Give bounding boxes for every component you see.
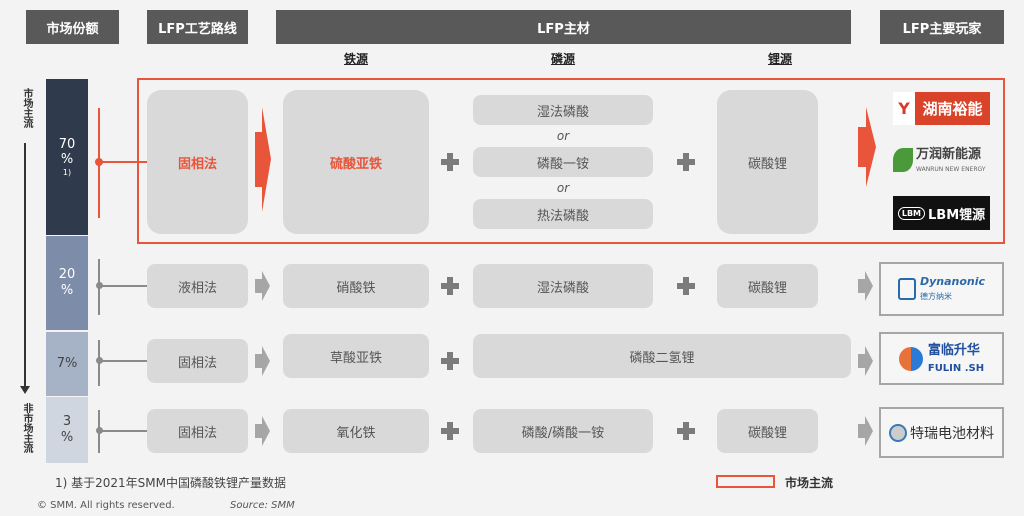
connector-dot <box>95 158 103 166</box>
dynanonic-icon <box>897 278 916 300</box>
fulin-icon <box>898 346 923 371</box>
logo-mark: LBM <box>897 206 925 220</box>
arrow-right-icon <box>858 346 873 376</box>
logo-text: 万润新能源 <box>916 147 982 163</box>
plus-icon <box>441 277 459 295</box>
header-process: LFP工艺路线 <box>147 10 248 44</box>
plus-icon <box>677 422 695 440</box>
plus-icon <box>677 153 695 171</box>
share-footnote-ref: 1) <box>62 167 72 177</box>
subheader-lithium: 锂源 <box>767 52 793 66</box>
leaf-icon <box>893 148 913 172</box>
phosphorus-option: 热法磷酸 <box>473 199 653 229</box>
logo-text: Dynanonic <box>919 275 986 289</box>
logo-subtext: 德方纳米 <box>919 292 952 302</box>
plus-icon <box>441 422 459 440</box>
header-market-share: 市场份额 <box>26 10 119 44</box>
plus-icon <box>677 277 695 295</box>
legend-swatch <box>716 475 775 488</box>
yuneng-icon: Y <box>893 92 915 125</box>
iron-source-card: 氧化铁 <box>283 409 429 453</box>
logo-dynanonic: Dynanonic 德方纳米 <box>879 262 1004 316</box>
arrow-right-icon <box>858 271 873 301</box>
process-card: 固相法 <box>147 409 248 453</box>
lithium-source-card: 碳酸锂 <box>717 409 818 453</box>
arrow-down-icon <box>20 386 30 394</box>
source: Source: SMM <box>230 500 295 511</box>
phosphorus-card: 磷酸/磷酸一铵 <box>473 409 653 453</box>
trend-arrow-line <box>24 143 26 388</box>
header-materials: LFP主材 <box>276 10 851 44</box>
terui-icon <box>889 423 907 442</box>
connector-dot <box>96 427 103 434</box>
process-card: 固相法 <box>147 90 248 234</box>
non-mainstream-label: 非市场主流 <box>21 403 32 453</box>
arrow-right-icon <box>255 107 271 212</box>
share-bar-70: 70 % 1) <box>46 79 88 235</box>
logo-subtext: FULIN .SH <box>927 362 985 374</box>
iron-source-card: 硝酸铁 <box>283 264 429 308</box>
connector-hline <box>99 285 147 287</box>
header-players: LFP主要玩家 <box>880 10 1004 44</box>
phosphorus-card: 湿法磷酸 <box>473 264 653 308</box>
arrow-right-icon <box>858 107 876 187</box>
process-card: 液相法 <box>147 264 248 308</box>
connector-dot <box>96 357 103 364</box>
iron-source-card: 硫酸亚铁 <box>283 90 429 234</box>
phosphorus-option: 湿法磷酸 <box>473 95 653 125</box>
lithium-source-card: 碳酸锂 <box>717 264 818 308</box>
plus-icon <box>441 153 459 171</box>
copyright: © SMM. All rights reserved. <box>37 500 175 511</box>
subheader-iron: 铁源 <box>343 52 369 66</box>
logo-wanrun: 万润新能源 WANRUN NEW ENERGY <box>893 141 993 179</box>
process-card: 固相法 <box>147 339 248 383</box>
share-bar-3: 3 % <box>46 397 88 463</box>
logo-fulin: 富临升华 FULIN .SH <box>879 332 1004 385</box>
arrow-right-icon <box>858 416 873 446</box>
logo-subtext: WANRUN NEW ENERGY <box>916 165 986 173</box>
connector-hline <box>99 360 147 362</box>
footnote: 1) 基于2021年SMM中国磷酸铁锂产量数据 <box>55 476 286 490</box>
arrow-right-icon <box>255 271 270 301</box>
logo-lbm: LBM LBM锂源 <box>893 196 990 230</box>
or-label: or <box>556 181 570 195</box>
logo-hunan-yuneng: Y 湖南裕能 <box>893 92 990 125</box>
logo-terui: 特瑞电池材料 <box>879 407 1004 458</box>
subheader-phosphorus: 磷源 <box>550 52 576 66</box>
share-value: 70 <box>58 136 76 152</box>
lithium-source-card: 碳酸锂 <box>717 90 818 234</box>
share-bar-7: 7% <box>46 332 88 396</box>
connector-hline <box>99 161 147 163</box>
arrow-right-icon <box>255 346 270 376</box>
mainstream-label: 市场主流 <box>21 88 32 128</box>
share-value: 20 <box>58 267 76 283</box>
connector-dot <box>96 282 103 289</box>
phosphorus-lithium-card: 磷酸二氢锂 <box>473 334 851 378</box>
legend-label: 市场主流 <box>785 476 834 490</box>
phosphorus-option: 磷酸一铵 <box>473 147 653 177</box>
iron-source-card: 草酸亚铁 <box>283 334 429 378</box>
logo-text: LBM锂源 <box>928 207 986 223</box>
share-value: 7% <box>56 356 78 372</box>
logo-text: 富临升华 <box>927 342 980 358</box>
plus-icon <box>441 352 459 370</box>
share-bar-20: 20 % <box>46 236 88 330</box>
share-unit: % <box>60 152 74 168</box>
share-unit: % <box>60 430 74 445</box>
connector-hline <box>99 430 147 432</box>
logo-text: 特瑞电池材料 <box>910 425 994 442</box>
share-value: 3 <box>62 414 72 430</box>
share-unit: % <box>60 283 74 298</box>
or-label: or <box>556 129 570 143</box>
arrow-right-icon <box>255 416 270 446</box>
logo-text: 湖南裕能 <box>915 92 990 125</box>
